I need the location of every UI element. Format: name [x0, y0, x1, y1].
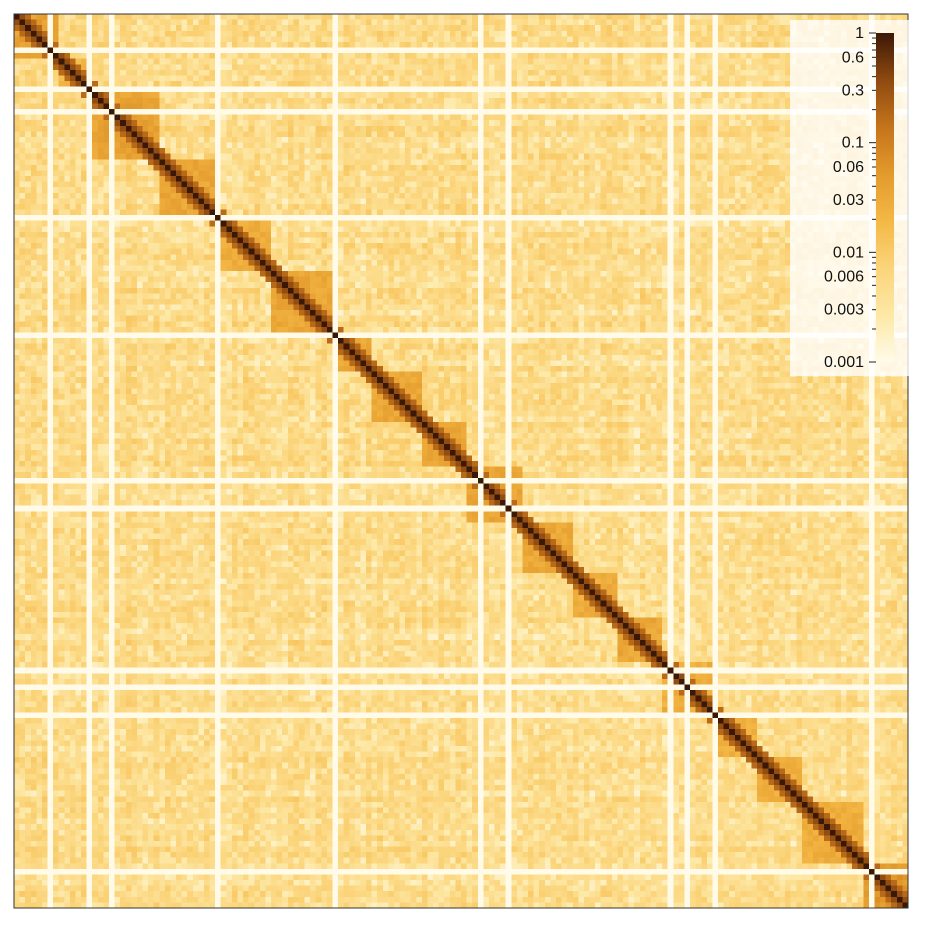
legend-tick-label: 0.6 [842, 49, 864, 66]
legend-tick-label: 0.03 [833, 192, 864, 209]
legend-tick-label: 0.006 [824, 269, 864, 286]
heatmap-cells [14, 14, 908, 908]
legend-tick-label: 0.001 [824, 354, 864, 371]
legend-tick-label: 0.01 [833, 244, 864, 261]
plot-frame [13, 13, 909, 909]
legend-tick-label: 0.003 [824, 302, 864, 319]
legend-tick-label: 1 [855, 25, 864, 42]
legend-tick-label: 0.1 [842, 135, 864, 152]
legend-tick-label: 0.3 [842, 82, 864, 99]
heatmap [14, 14, 908, 908]
color-bar [876, 33, 894, 362]
legend-tick-label: 0.06 [833, 159, 864, 176]
color-legend: 1 0.6 0.3 0.1 0.06 0.03 0.01 0.006 0.003 0.001 [790, 20, 910, 376]
